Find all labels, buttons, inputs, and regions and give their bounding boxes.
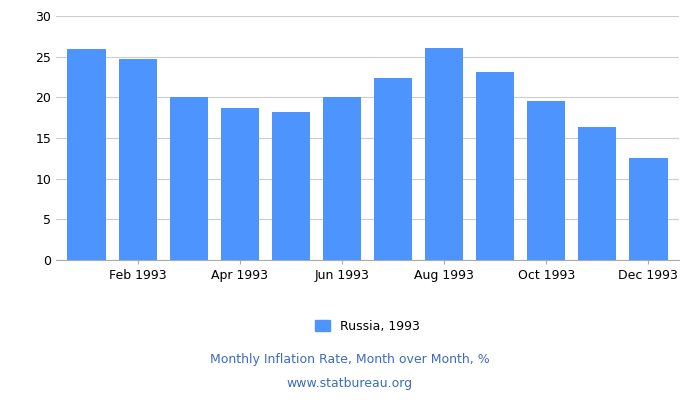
Bar xyxy=(629,158,668,260)
Bar xyxy=(374,78,412,260)
Text: www.statbureau.org: www.statbureau.org xyxy=(287,378,413,390)
Bar xyxy=(67,48,106,260)
Bar xyxy=(527,101,566,260)
Bar xyxy=(323,96,361,260)
Bar xyxy=(220,108,259,260)
Bar xyxy=(118,59,157,260)
Bar xyxy=(169,96,208,260)
Text: Monthly Inflation Rate, Month over Month, %: Monthly Inflation Rate, Month over Month… xyxy=(210,354,490,366)
Legend: Russia, 1993: Russia, 1993 xyxy=(315,320,420,333)
Bar xyxy=(476,72,514,260)
Bar xyxy=(425,48,463,260)
Bar xyxy=(578,127,617,260)
Bar xyxy=(272,112,310,260)
